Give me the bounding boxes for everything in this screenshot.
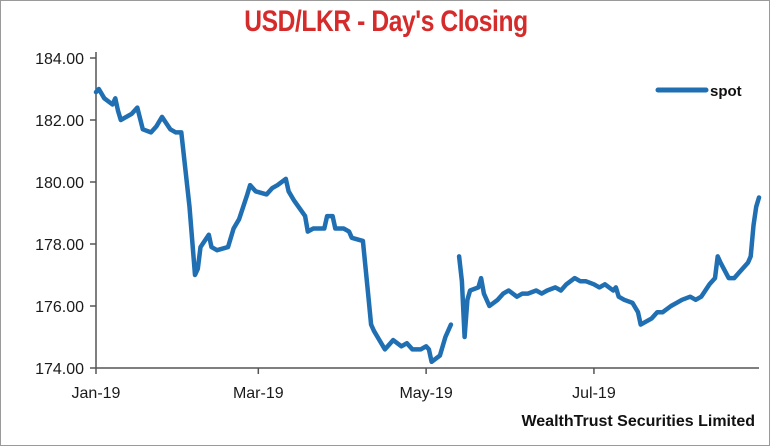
series-line-spot-segment-2 bbox=[456, 195, 762, 340]
x-axis-ticks: Jan-19 Mar-19 May-19 Jul-19 bbox=[72, 368, 616, 402]
y-tick-label: 180.00 bbox=[35, 175, 84, 192]
legend: spot bbox=[655, 83, 742, 100]
x-tick-label: Jan-19 bbox=[72, 385, 121, 402]
x-tick-label: May-19 bbox=[399, 385, 452, 402]
series-line-spot-segment-1 bbox=[93, 86, 454, 365]
y-tick-label: 176.00 bbox=[35, 299, 84, 316]
series-layer bbox=[93, 86, 762, 365]
axes bbox=[95, 52, 759, 369]
y-axis-ticks: 174.00 176.00 178.00 180.00 182.00 184.00 bbox=[35, 51, 96, 378]
legend-label: spot bbox=[710, 83, 742, 100]
x-tick-label: Mar-19 bbox=[233, 385, 284, 402]
y-tick-label: 174.00 bbox=[35, 361, 84, 378]
y-tick-label: 184.00 bbox=[35, 51, 84, 68]
y-tick-label: 182.00 bbox=[35, 113, 84, 130]
chart-title: USD/LKR - Day's Closing bbox=[244, 5, 528, 38]
source-note: WealthTrust Securities Limited bbox=[521, 413, 755, 430]
x-tick-label: Jul-19 bbox=[572, 385, 616, 402]
y-tick-label: 178.00 bbox=[35, 237, 84, 254]
